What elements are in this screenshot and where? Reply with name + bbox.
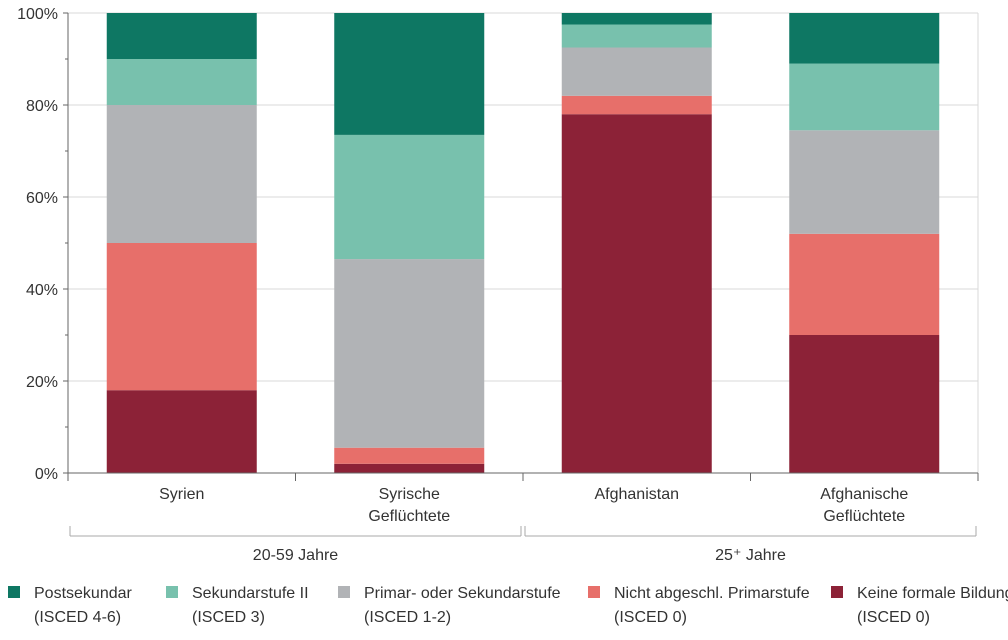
- legend-label: Keine formale Bildung: [857, 585, 1008, 602]
- group-labels: 20-59 Jahre 25⁺ Jahre: [69, 526, 977, 564]
- bar-segment: [334, 13, 485, 135]
- legend-label: Primar- oder Sekundarstufe: [364, 585, 561, 602]
- bar-segment: [561, 114, 712, 473]
- y-tick-label: 60%: [26, 190, 58, 207]
- legend-label: Postsekundar: [34, 585, 133, 602]
- bar-segment: [789, 130, 940, 234]
- bar-segment: [106, 13, 257, 59]
- legend-swatch: [8, 586, 20, 598]
- legend-label: Nicht abgeschl. Primarstufe: [614, 585, 810, 602]
- y-tick-label: 0%: [35, 466, 58, 483]
- bar-segment: [789, 13, 940, 64]
- legend-swatch: [588, 586, 600, 598]
- bar-segment: [106, 105, 257, 243]
- bar-segment: [789, 335, 940, 473]
- bar-segment: [561, 24, 712, 48]
- legend-swatch: [831, 586, 843, 598]
- bar-segment: [334, 463, 485, 473]
- category-label: Afghanische: [820, 486, 908, 503]
- legend-label: (ISCED 0): [857, 609, 930, 626]
- legend-swatch: [166, 586, 178, 598]
- bar-segment: [789, 233, 940, 335]
- bar-segment: [334, 134, 485, 260]
- y-tick-labels: 0% 20% 40% 60% 80% 100%: [17, 6, 58, 483]
- legend-swatch: [338, 586, 350, 598]
- legend-label: (ISCED 0): [614, 609, 687, 626]
- bar-segment: [334, 447, 485, 464]
- group-label: 20-59 Jahre: [253, 547, 338, 564]
- legend-label: Sekundarstufe II: [192, 585, 309, 602]
- legend-label: (ISCED 3): [192, 609, 265, 626]
- y-tick-label: 80%: [26, 98, 58, 115]
- legend: Postsekundar (ISCED 4-6) Sekundarstufe II (…: [8, 585, 1008, 626]
- legend-label: (ISCED 1-2): [364, 609, 451, 626]
- bar-segment: [334, 259, 485, 448]
- bar-segment: [561, 13, 712, 25]
- category-label: Syrische: [379, 486, 440, 503]
- legend-label: (ISCED 4-6): [34, 609, 121, 626]
- bar-segment: [789, 63, 940, 131]
- bars: [106, 13, 940, 473]
- y-tick-label: 100%: [17, 6, 58, 23]
- bar-segment: [106, 59, 257, 105]
- bar-segment: [561, 95, 712, 115]
- group-label: 25⁺ Jahre: [715, 547, 786, 564]
- axes: [63, 12, 979, 481]
- y-tick-label: 20%: [26, 374, 58, 391]
- bar-segment: [561, 47, 712, 96]
- category-labels: Syrien Syrische Geflüchtete Afghanistan Afgh…: [159, 486, 908, 525]
- category-label: Afghanistan: [594, 486, 679, 503]
- bar-segment: [106, 390, 257, 473]
- y-tick-label: 40%: [26, 282, 58, 299]
- category-label: Geflüchtete: [823, 508, 905, 525]
- bar-segment: [106, 243, 257, 391]
- category-label: Syrien: [159, 486, 204, 503]
- category-label: Geflüchtete: [368, 508, 450, 525]
